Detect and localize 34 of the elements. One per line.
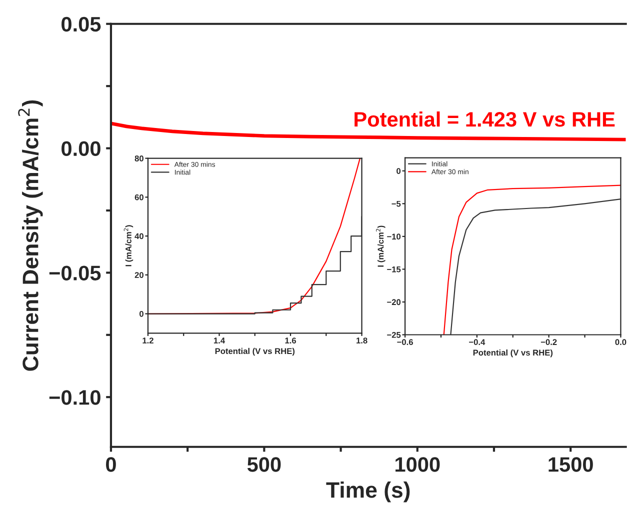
y-axis-title: I (mA/cm$^{2}$) xyxy=(124,225,134,266)
x-axis-title: Potential (V vs RHE) xyxy=(215,348,295,356)
y-tick-label: 0.00 xyxy=(62,141,100,156)
y-tick-label: 0.05 xyxy=(62,16,101,32)
x-tick-label: 1.6 xyxy=(285,338,296,344)
x-tick-label: −0.6 xyxy=(397,339,413,346)
x-tick-label: 1500 xyxy=(548,457,593,472)
x-tick-label: −0.2 xyxy=(540,339,557,346)
y-tick-label: −25 xyxy=(387,332,401,338)
x-tick-label: 1.2 xyxy=(142,338,154,344)
x-tick-label: −0.4 xyxy=(469,339,486,346)
y-tick-label: −0.10 xyxy=(49,390,100,405)
y-tick-label: 80 xyxy=(134,155,144,162)
y-tick-label: −15 xyxy=(387,266,401,272)
y-tick-label: −20 xyxy=(387,299,401,306)
x-tick-label: 0 xyxy=(106,457,116,472)
annotation: Potential = 1.423 V vs RHE xyxy=(354,111,615,127)
y-tick-label: 0 xyxy=(396,168,401,174)
y-tick-label: 20 xyxy=(134,272,144,278)
y-tick-label: 0 xyxy=(140,310,144,317)
y-tick-label: 40 xyxy=(134,233,144,240)
x-tick-label: 1.4 xyxy=(214,338,225,344)
y-axis-title: I (mA/cm$^{2}$) xyxy=(376,226,386,267)
x-tick-label: 1.8 xyxy=(356,338,368,344)
y-tick-label: −10 xyxy=(387,234,401,240)
x-tick-label: 500 xyxy=(247,457,281,472)
y-tick-label: −0.05 xyxy=(49,266,101,280)
x-axis-title: Time (s) xyxy=(326,482,410,502)
x-tick-label: 0.0 xyxy=(615,339,626,346)
y-axis-title: Current Density (mA/cm$^{2}$) xyxy=(18,100,43,371)
y-tick-label: 60 xyxy=(134,194,144,200)
x-tick-label: 1000 xyxy=(396,457,440,472)
y-tick-label: −5 xyxy=(392,200,401,207)
x-axis-title: Potential (V vs RHE) xyxy=(473,349,553,358)
